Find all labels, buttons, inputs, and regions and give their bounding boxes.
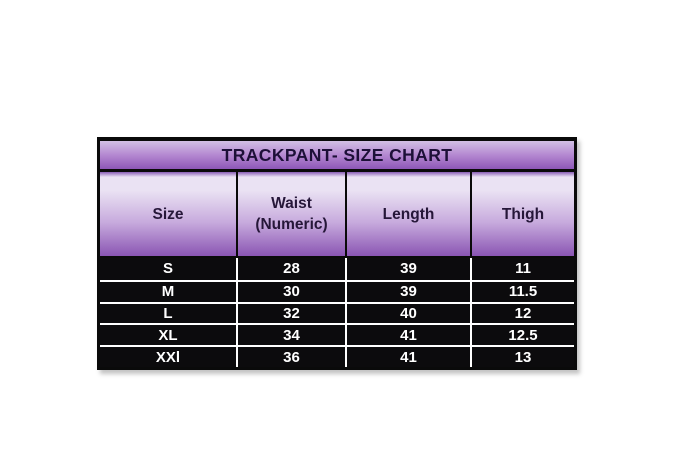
- column-header-waist: Waist (Numeric): [236, 172, 345, 256]
- size-chart-table: TRACKPANT- SIZE CHART Size Waist (Numeric)…: [97, 137, 577, 370]
- column-header-length: Length: [345, 172, 470, 256]
- column-header-size: Size: [100, 172, 236, 256]
- cell-thigh-row3: 12.5: [470, 323, 574, 346]
- cell-thigh-row4: 13: [470, 345, 574, 367]
- cell-length-row1: 39: [345, 279, 470, 302]
- cell-size-row4: XXl: [100, 345, 236, 367]
- cell-length-row0: 39: [345, 258, 470, 280]
- cell-size-row0: S: [100, 258, 236, 280]
- column-header-label: Size: [152, 205, 184, 223]
- cell-thigh-row1: 11.5: [470, 279, 574, 302]
- cell-length-row3: 41: [345, 323, 470, 346]
- cell-size-row1: M: [100, 279, 236, 302]
- cell-size-row3: XL: [100, 323, 236, 346]
- column-header-sublabel: (Numeric): [255, 216, 328, 233]
- column-header-label: Length: [382, 205, 435, 223]
- cell-waist-row2: 32: [236, 301, 345, 324]
- cell-waist-row1: 30: [236, 279, 345, 302]
- cell-thigh-row2: 12: [470, 301, 574, 324]
- chart-title: TRACKPANT- SIZE CHART: [100, 141, 574, 172]
- column-header-label: Waist: [271, 195, 312, 212]
- cell-waist-row0: 28: [236, 258, 345, 280]
- column-header-thigh: Thigh: [470, 172, 574, 256]
- column-header-label: Thigh: [501, 205, 545, 223]
- table-header-row: Size Waist (Numeric) Length Thigh: [100, 172, 574, 258]
- cell-length-row2: 40: [345, 301, 470, 324]
- table-body: S 28 39 11 M 30 39 11.5 L 32 40 12 XL 34 41 12.5 XXl 36 41…: [100, 258, 574, 367]
- cell-waist-row3: 34: [236, 323, 345, 346]
- cell-thigh-row0: 11: [470, 258, 574, 280]
- cell-size-row2: L: [100, 301, 236, 324]
- cell-length-row4: 41: [345, 345, 470, 367]
- cell-waist-row4: 36: [236, 345, 345, 367]
